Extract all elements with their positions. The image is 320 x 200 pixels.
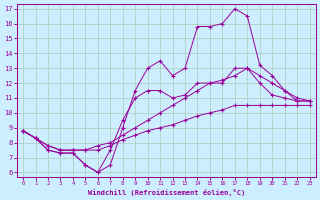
X-axis label: Windchill (Refroidissement éolien,°C): Windchill (Refroidissement éolien,°C)	[88, 189, 245, 196]
